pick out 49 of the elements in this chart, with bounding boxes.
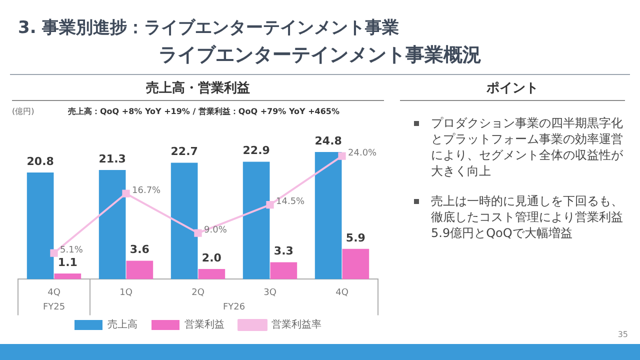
text: FY26 [222,302,246,313]
point [50,249,58,257]
data-label: 22.7 [170,145,198,158]
point [266,200,274,209]
bar [126,260,154,280]
data-label: 2.0 [202,251,222,264]
text: ポイント [486,80,540,97]
x-tick-label: 2Q [192,288,204,298]
legend-label: 営業利益率 [272,318,322,331]
bar [342,248,370,280]
data-label: 3.6 [130,243,150,256]
x-tick-label: 3Q [264,288,276,298]
bar [314,152,342,280]
chart-subtitle: 売上高：QoQ +8% YoY +19% / 営業利益：QoQ +79% YoY +465% [68,106,340,116]
x-tick-label: 1Q [120,288,132,298]
bar [198,268,226,280]
legend-label: 営業利益 [184,318,224,331]
data-label: 9.0% [204,225,228,236]
text: 売上は一時的に見通しを下回るも、徹底したコスト管理により営業利益5.9億円とQoQで大幅増益 [431,193,624,241]
data-label: 20.8 [26,154,54,168]
data-label: 16.7% [132,186,162,196]
bar [26,172,54,280]
data-label: 5.9 [346,231,366,244]
chart-title: 売上高・営業利益 [145,80,251,97]
text: 3. 事業別進捗：ライブエンターテインメント事業 [18,17,400,39]
point [194,229,202,237]
data-label: 3.3 [274,244,294,258]
x-tick-label: 4Q [48,288,60,298]
point [122,190,130,198]
data-label: 1.1 [58,256,78,269]
data-label: 24.0% [348,148,378,158]
text: FY25 [42,302,66,313]
data-label: 14.5% [276,197,306,208]
y-axis-title: (億円) [12,106,36,116]
bar [270,262,298,280]
data-label: 5.1% [60,245,84,256]
legend-label: 売上高 [108,318,138,331]
text: 35 [618,330,628,339]
point [338,152,346,160]
data-label: 22.9 [242,144,270,158]
bar [98,170,126,280]
data-label: 21.3 [98,152,126,166]
text: ライブエンターテインメント事業概況 [158,43,482,68]
x-tick-label: 4Q [336,288,348,298]
data-label: 24.8 [314,134,342,148]
text: プロダクション事業の四半期黒字化とプラットフォーム事業の効率運営により、セグメント全体の収益性が大きく向上 [431,115,624,179]
bar [170,162,198,280]
bar [242,162,270,280]
bar [54,274,82,280]
